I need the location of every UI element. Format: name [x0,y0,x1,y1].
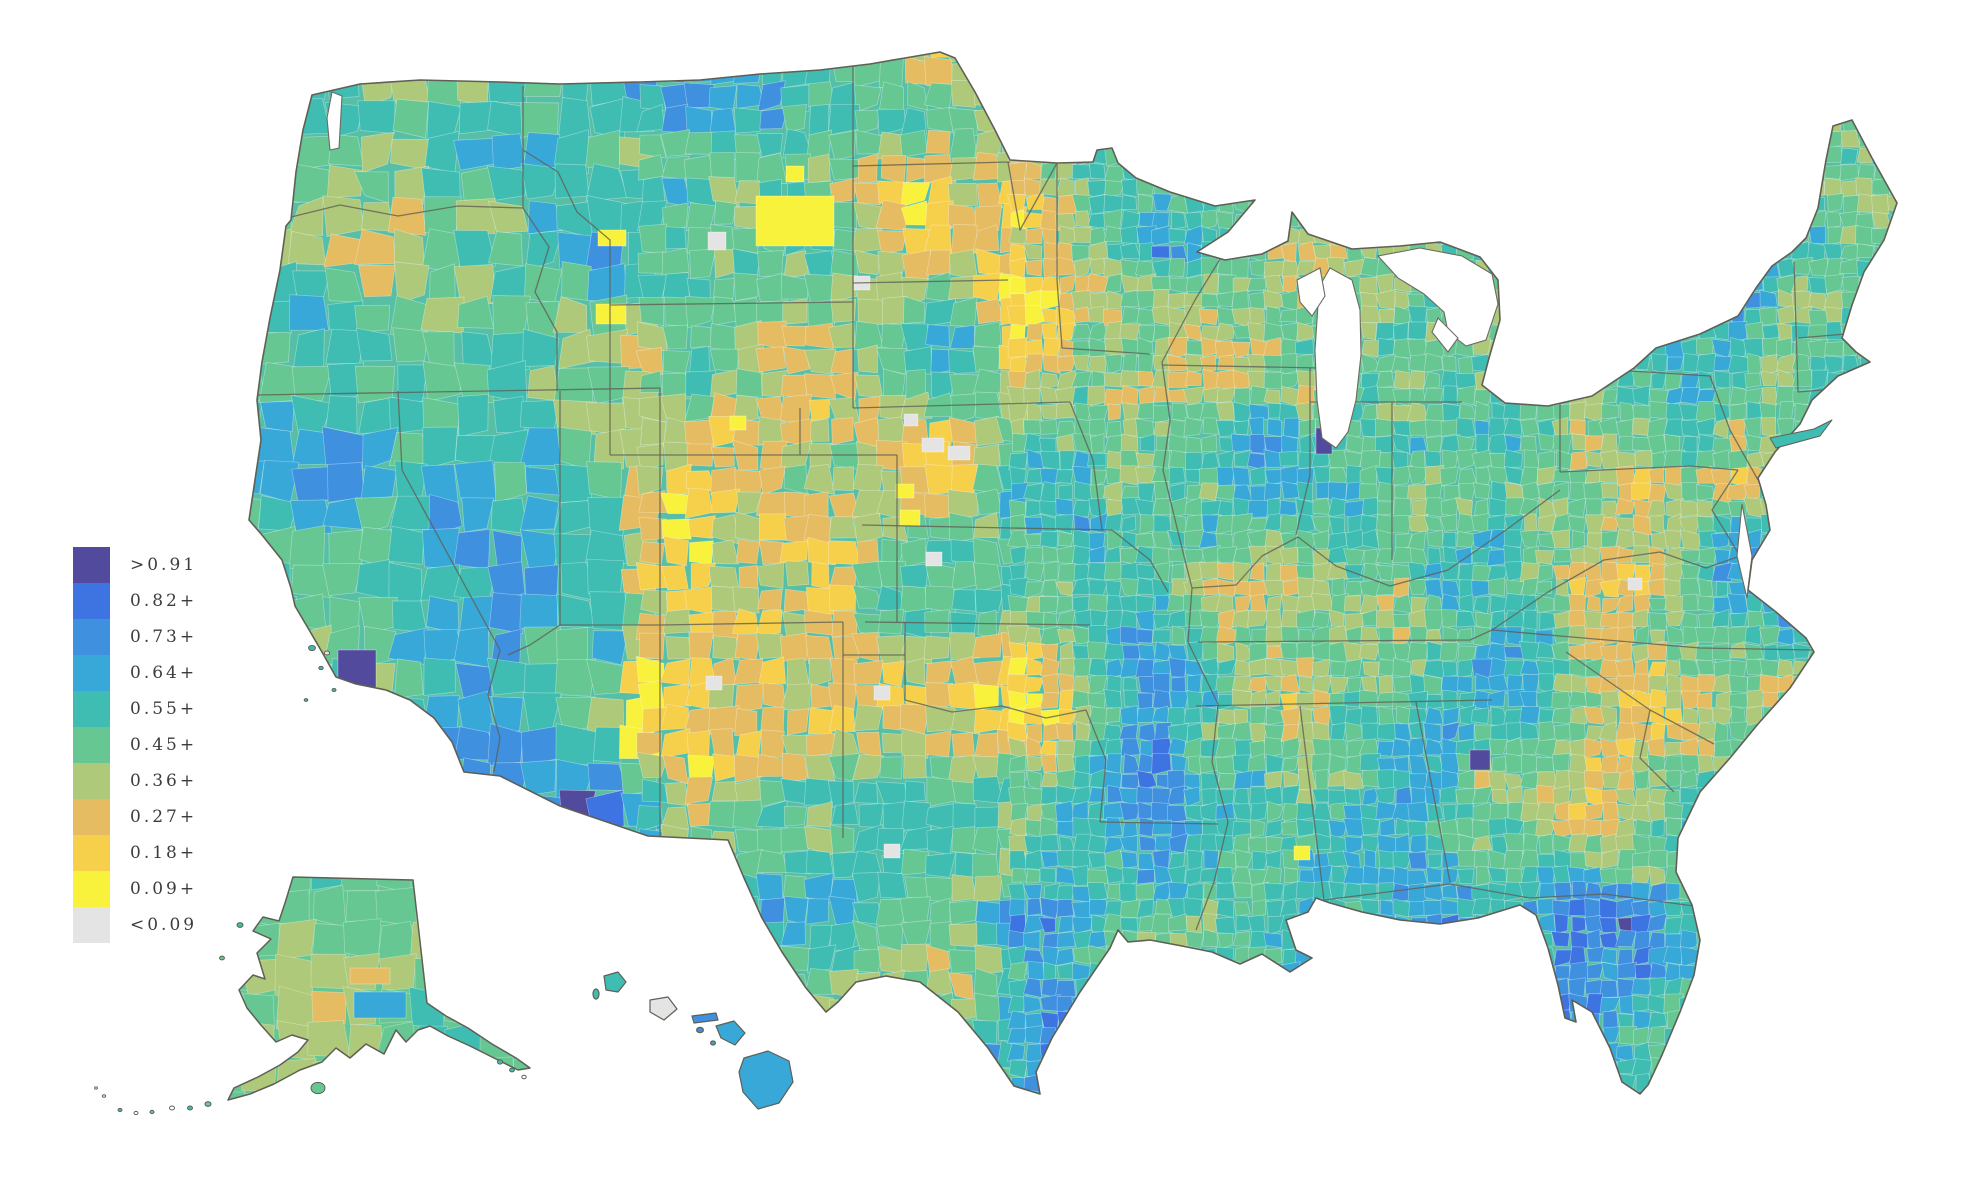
alaska-outline [227,876,531,1101]
legend-swatch [73,655,110,691]
legend-label: 0.64+ [130,663,198,683]
legend-label: 0.27+ [130,807,198,827]
legend-item: 0.73+ [73,619,197,655]
legend-item: 0.27+ [73,799,197,835]
legend-swatch [73,799,110,835]
legend-item: <0.09 [73,907,197,943]
legend-label: 0.09+ [130,879,198,899]
legend-label: 0.73+ [130,627,198,647]
legend-item: >0.91 [73,547,197,583]
legend-item: 0.82+ [73,583,197,619]
legend-label: 0.82+ [130,591,198,611]
legend-label: >0.91 [130,555,198,575]
legend-swatch [73,763,110,799]
small-islands [94,922,527,1116]
legend-item: 0.18+ [73,835,197,871]
legend-swatch [73,547,110,583]
hawaii-islands [592,971,794,1110]
legend-label: 0.18+ [130,843,198,863]
legend-swatch [73,727,110,763]
legend-label: <0.09 [130,915,198,935]
state-borders [256,56,1849,931]
coastal-islands [303,419,1833,702]
legend-item: 0.55+ [73,691,197,727]
legend-swatch [73,871,110,907]
legend-item: 0.36+ [73,763,197,799]
legend-label: 0.55+ [130,699,198,719]
legend-swatch [73,583,110,619]
conus-outline [248,51,1898,1095]
legend-swatch [73,907,110,943]
legend: >0.91 0.82+ 0.73+ 0.64+ 0.55+ 0.45+ 0.36+ 0.27+… [73,547,197,943]
legend-item: 0.09+ [73,871,197,907]
legend-label: 0.36+ [130,771,198,791]
legend-swatch [73,691,110,727]
legend-item: 0.45+ [73,727,197,763]
legend-item: 0.64+ [73,655,197,691]
legend-swatch [73,619,110,655]
legend-label: 0.45+ [130,735,198,755]
conus-counties [249,52,1897,1094]
legend-swatch [73,835,110,871]
great-lakes [326,91,1753,599]
alaska-counties [228,877,530,1100]
